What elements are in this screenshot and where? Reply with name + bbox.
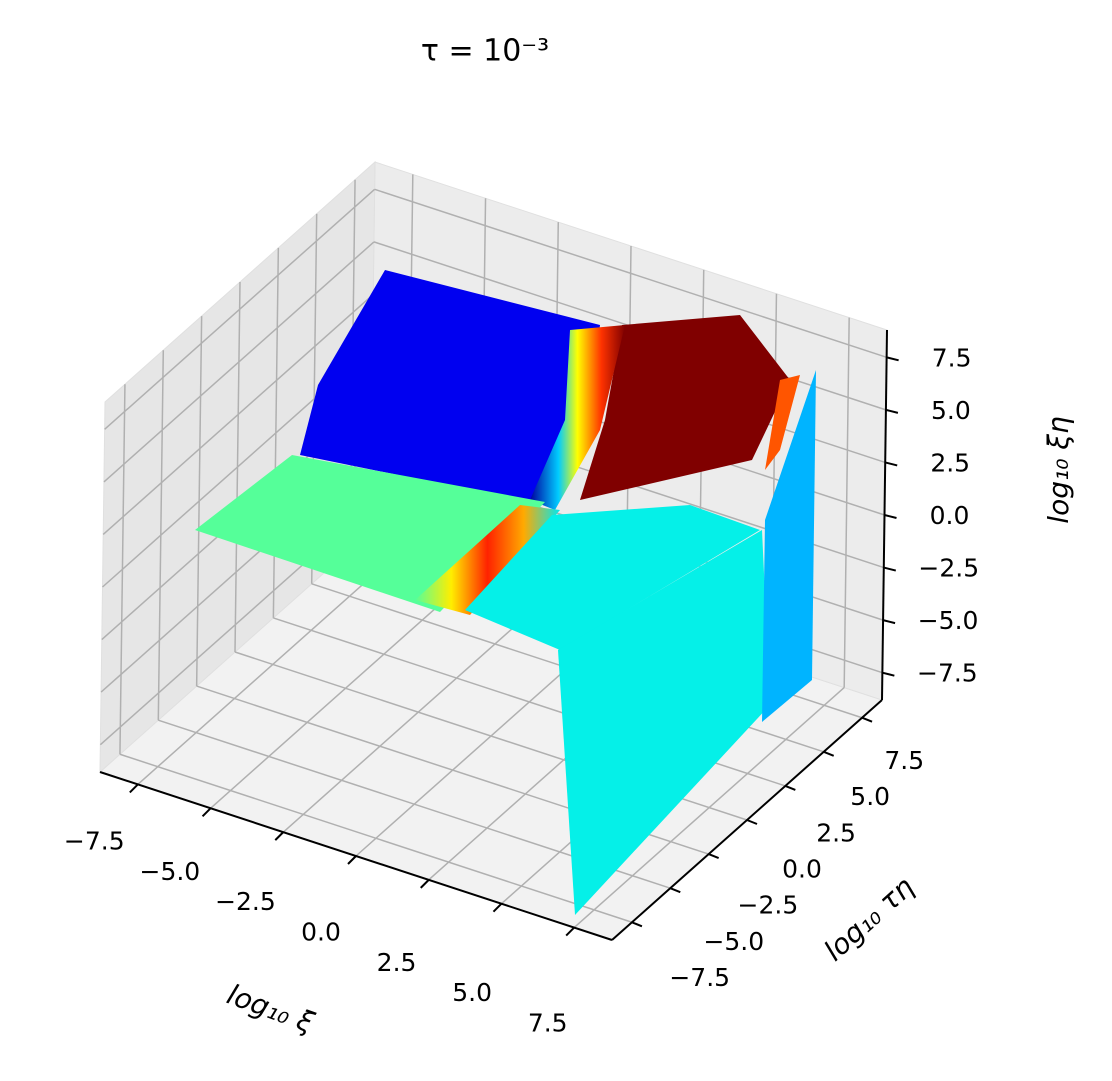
x-tick — [565, 926, 575, 937]
y-tick-label: −2.5 — [738, 891, 799, 920]
surface-region — [465, 505, 760, 650]
z-tick-label: −2.5 — [918, 554, 979, 583]
y-tick-label: −7.5 — [669, 963, 730, 992]
z-tick — [885, 408, 899, 414]
z-tick — [886, 356, 899, 362]
z-axis-label: log₁₀ ξη — [1042, 416, 1075, 523]
x-tick — [492, 903, 503, 913]
y-tick — [861, 716, 873, 723]
z-tick — [883, 566, 897, 572]
grid-line — [104, 188, 376, 430]
z-tick — [882, 671, 895, 677]
surface — [195, 270, 816, 915]
z-tick-label: 7.5 — [932, 343, 972, 372]
z-tick-label: 5.0 — [931, 396, 971, 425]
x-tick — [201, 807, 212, 817]
x-tick-label: 2.5 — [377, 948, 417, 977]
surface-region — [415, 505, 560, 615]
z-tick — [884, 514, 897, 519]
grid-line — [103, 241, 375, 483]
x-tick-label: 5.0 — [452, 978, 492, 1007]
y-axis-label: log₁₀ τη — [818, 870, 921, 967]
x-tick-label: −2.5 — [215, 887, 276, 916]
y-tick-label: 7.5 — [884, 746, 924, 775]
surface-region — [558, 530, 770, 915]
y-tick-label: −5.0 — [703, 927, 764, 956]
surface-region — [762, 370, 816, 722]
grid-line — [102, 293, 374, 536]
grid-line — [374, 188, 887, 359]
z-tick-label: −7.5 — [917, 659, 978, 688]
y-tick — [631, 921, 643, 928]
surface-region — [765, 375, 800, 470]
x-tick-label: −7.5 — [64, 827, 125, 856]
y-tick-label: 2.5 — [816, 818, 856, 847]
z-tick-label: 0.0 — [930, 501, 970, 530]
z-tick-label: −5.0 — [918, 606, 979, 635]
surface-region — [300, 270, 600, 505]
z-tick — [884, 461, 898, 467]
y-tick — [708, 853, 720, 860]
grid-line — [119, 753, 633, 923]
x-tick-label: −5.0 — [140, 857, 201, 886]
y-tick-label: 0.0 — [782, 855, 822, 884]
y-tick-label: 5.0 — [850, 782, 890, 811]
x-tick — [420, 879, 430, 889]
y-tick — [823, 750, 835, 757]
x-tick — [347, 855, 357, 865]
surface-region — [580, 315, 790, 500]
x-tick-label: 0.0 — [301, 918, 341, 947]
z-tick — [882, 619, 896, 625]
y-tick — [784, 784, 796, 791]
x-tick — [129, 783, 139, 794]
y-tick — [669, 887, 681, 894]
axes: −7.5 −5.0 −2.5 0.0 2.5 5.0 7.5 −7.5 −5.0 −2.5 0.0 2… — [64, 329, 979, 1037]
x-tick — [274, 831, 284, 841]
x-tick-label: 7.5 — [528, 1008, 568, 1037]
chart-title: τ = 10⁻³ — [421, 34, 549, 69]
y-tick — [746, 819, 758, 825]
x-axis-label: log₁₀ ξ — [223, 978, 319, 1040]
surface-region — [530, 325, 625, 510]
z-tick-label: 2.5 — [930, 448, 970, 477]
